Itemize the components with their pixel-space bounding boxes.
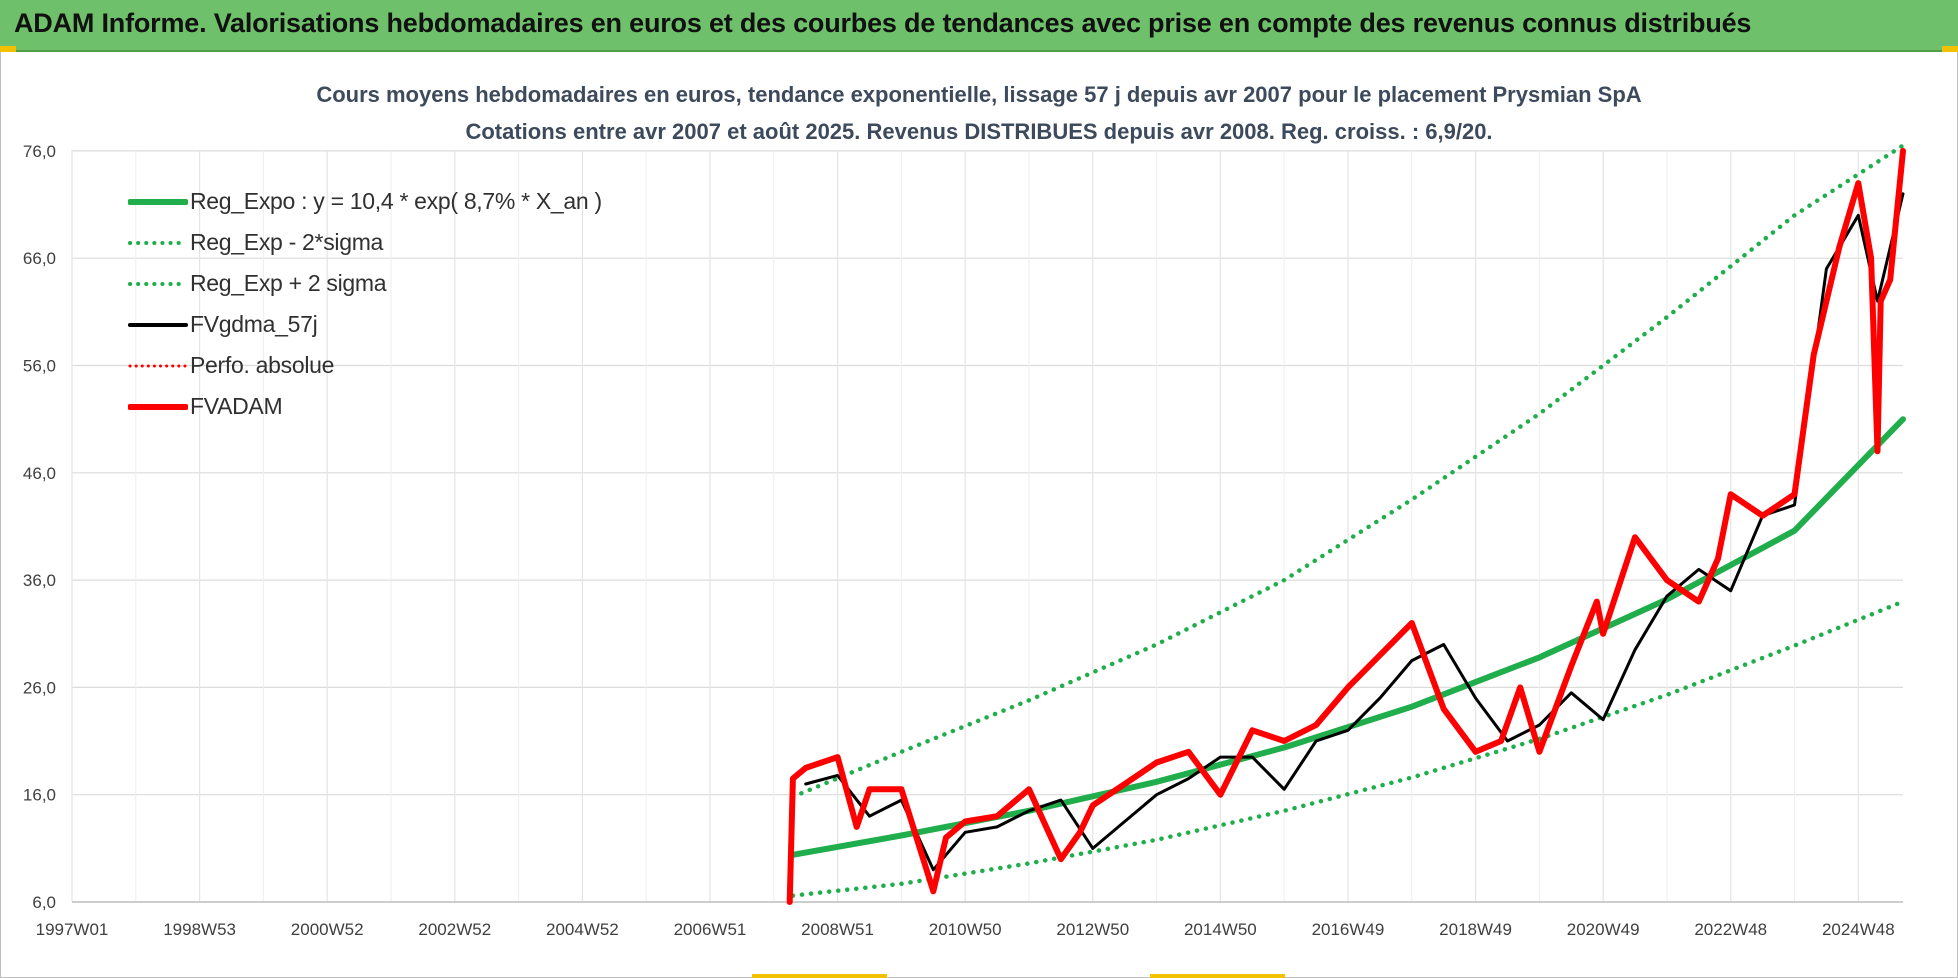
x-tick-label: 2004W52 <box>546 920 619 939</box>
x-tick-label: 2006W51 <box>674 920 747 939</box>
x-tick-label: 1997W01 <box>36 920 109 939</box>
bottom-accent-2 <box>1150 974 1285 978</box>
x-tick-label: 2024W48 <box>1822 920 1895 939</box>
report-header-banner: ADAM Informe. Valorisations hebdomadaire… <box>0 0 1958 52</box>
legend-label-perfo-absolue: Perfo. absolue <box>190 352 335 378</box>
legend-swatch-fvgdma <box>128 323 188 327</box>
y-tick-label: 16,0 <box>23 786 56 805</box>
legend-swatch-fvadam <box>128 404 188 410</box>
y-tick-label: 36,0 <box>23 571 56 590</box>
y-tick-label: 66,0 <box>23 249 56 268</box>
x-tick-label: 2012W50 <box>1056 920 1129 939</box>
chart-subtitle: Cotations entre avr 2007 et août 2025. R… <box>465 119 1493 144</box>
x-tick-label: 2018W49 <box>1439 920 1512 939</box>
chart-title: Cours moyens hebdomadaires en euros, ten… <box>316 82 1642 107</box>
series-line-reg-exp-2-sigma <box>790 599 1906 898</box>
report-title: ADAM Informe. Valorisations hebdomadaire… <box>14 8 1752 38</box>
legend-label-fvadam: FVADAM <box>190 393 283 419</box>
x-tick-label: 2008W51 <box>801 920 874 939</box>
corner-accent-left <box>0 46 16 52</box>
x-tick-label: 2022W48 <box>1694 920 1767 939</box>
chart-series <box>786 143 1906 905</box>
x-tick-label: 2020W49 <box>1567 920 1640 939</box>
corner-accent-right <box>1942 46 1958 52</box>
x-axis-ticks: 1997W01 1998W53 2000W52 2002W52 2004W52 2006W… <box>36 920 1895 939</box>
x-tick-label: 1998W53 <box>163 920 236 939</box>
legend-label-reg-expo: Reg_Expo : y = 10,4 * exp( 8,7% * X_an ) <box>190 188 602 214</box>
legend-swatch-reg-exp-plus <box>128 282 188 286</box>
y-tick-label: 56,0 <box>23 357 56 376</box>
legend-swatch-reg-exp-minus <box>128 241 188 245</box>
y-tick-label: 46,0 <box>23 464 56 483</box>
chart-grid <box>71 150 1903 903</box>
x-tick-label: 2014W50 <box>1184 920 1257 939</box>
x-tick-label: 2010W50 <box>929 920 1002 939</box>
x-tick-label: 2016W49 <box>1312 920 1385 939</box>
legend-swatch-reg-expo <box>128 199 188 205</box>
legend-swatch-perfo-absolue <box>128 364 188 368</box>
series-line-fvgdma-57j <box>804 192 1905 872</box>
y-tick-label: 6,0 <box>32 893 56 912</box>
bottom-accent-1 <box>752 974 887 978</box>
legend-label-reg-exp-minus: Reg_Exp - 2*sigma <box>190 229 384 255</box>
y-tick-label: 76,0 <box>23 142 56 161</box>
legend-label-reg-exp-plus: Reg_Exp + 2 sigma <box>190 270 387 296</box>
legend-label-fvgdma: FVgdma_57j <box>190 311 318 337</box>
y-axis-ticks: 6,0 16,0 26,0 36,0 46,0 56,0 66,0 76,0 <box>23 142 56 912</box>
x-tick-label: 2002W52 <box>418 920 491 939</box>
series-line-fvadam <box>786 147 1906 905</box>
y-tick-label: 26,0 <box>23 678 56 697</box>
x-tick-label: 2000W52 <box>291 920 364 939</box>
series-line-reg-exp-2-sigma <box>790 143 1906 800</box>
